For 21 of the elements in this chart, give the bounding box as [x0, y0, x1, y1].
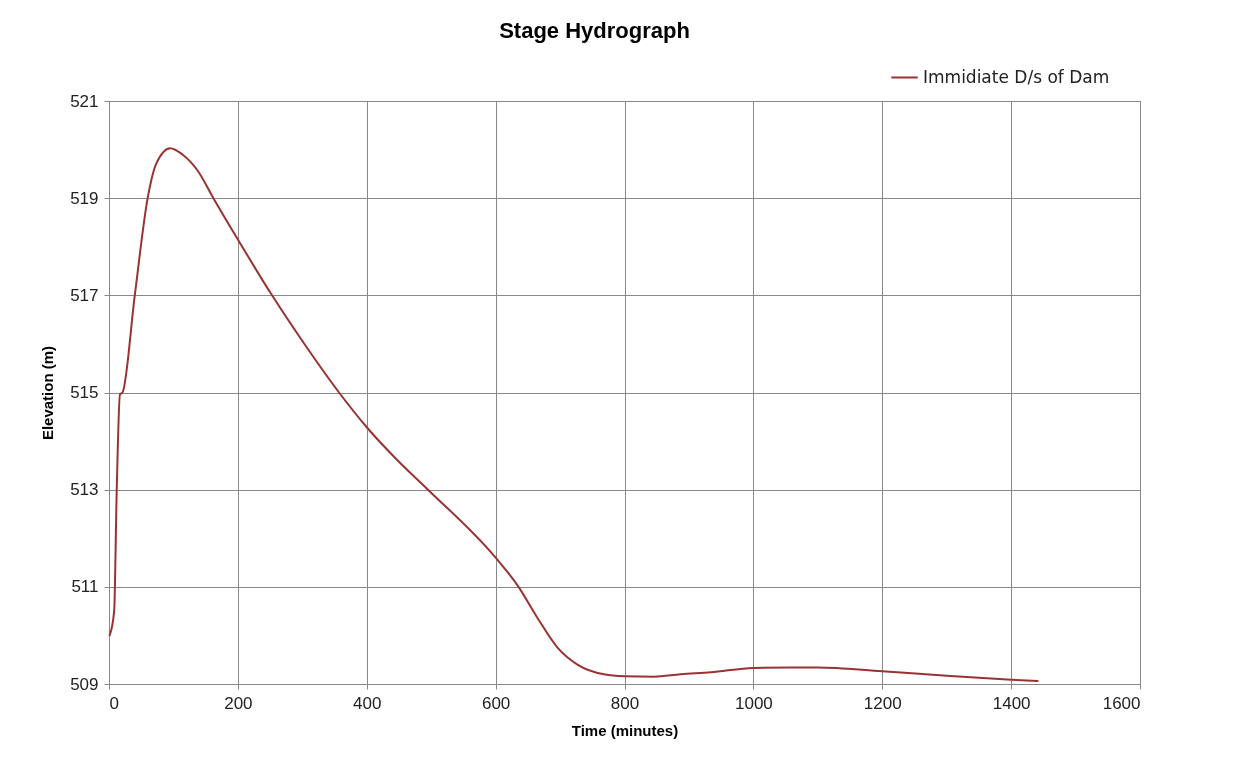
x-tick-label: 1400: [992, 693, 1031, 713]
chart-title: Stage Hydrograph: [499, 18, 690, 43]
y-tick-label: 511: [71, 577, 99, 597]
x-tick-label: 1600: [1102, 693, 1141, 713]
legend-label: Immidiate D/s of Dam: [923, 66, 1110, 87]
y-tick-label: 517: [70, 285, 99, 305]
y-tick-label: 513: [70, 480, 99, 500]
y-tick-label: 509: [70, 674, 99, 694]
x-tick-label: 800: [610, 693, 640, 713]
y-tick-label: 521: [70, 91, 99, 111]
y-axis-title: Elevation (m): [39, 345, 57, 441]
y-tick-label: 519: [70, 188, 99, 208]
x-tick-label: 1000: [734, 693, 773, 713]
x-tick-label: 1200: [863, 693, 902, 713]
x-tick-label: 200: [224, 693, 253, 713]
line-series: [108, 147, 1039, 683]
x-tick-label: 0: [109, 693, 119, 713]
x-axis-title: Time (minutes): [571, 721, 679, 739]
x-tick-label: 600: [481, 693, 511, 713]
x-tick-label: 400: [353, 693, 382, 713]
y-tick-label: 515: [70, 383, 99, 402]
